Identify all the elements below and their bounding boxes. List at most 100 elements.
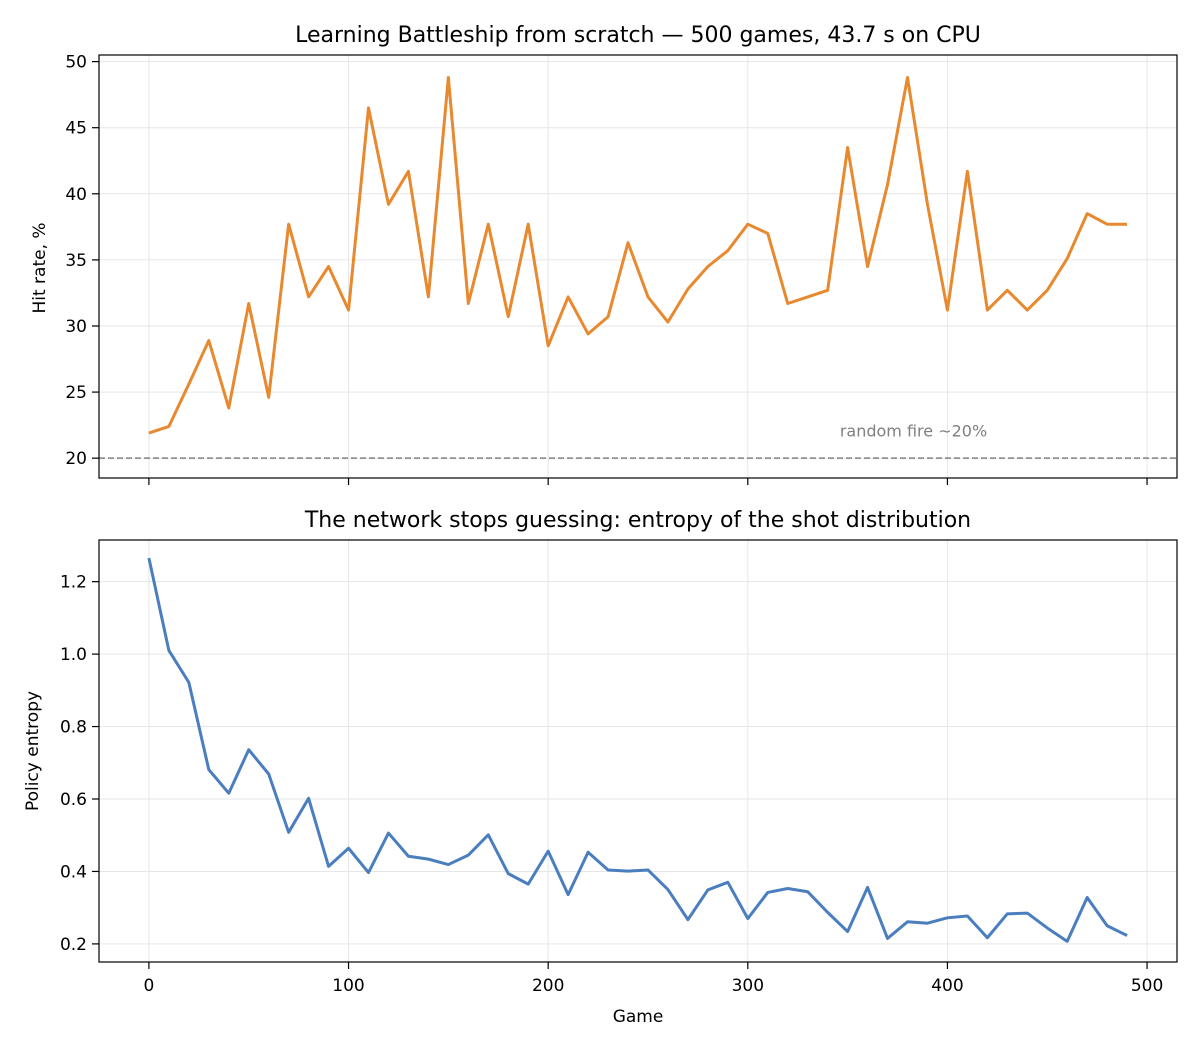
entropy-point	[168, 650, 169, 651]
entropy-point	[647, 869, 648, 870]
entropy-point	[847, 931, 848, 932]
entropy-point	[308, 798, 309, 799]
entropy-x-tick-label: 300	[732, 976, 764, 996]
hit-rate-series	[148, 75, 1128, 435]
hit-rate-point	[727, 250, 728, 251]
hit-rate-point	[328, 266, 329, 267]
entropy-axes-frame	[98, 539, 1178, 963]
hit-rate-point	[448, 77, 449, 78]
hit-rate-point	[548, 345, 549, 346]
entropy-x-tick-label: 100	[332, 976, 364, 996]
entropy-point	[268, 774, 269, 775]
entropy-point	[328, 866, 329, 867]
hit-rate-point	[148, 433, 149, 434]
entropy-point	[548, 851, 549, 852]
entropy-y-tick-label: 1.2	[60, 573, 87, 593]
entropy-point	[1027, 913, 1028, 914]
hit-rate-point	[807, 296, 808, 297]
entropy-point	[188, 682, 189, 683]
hit-rate-point	[228, 407, 229, 408]
hit-rate-point	[707, 266, 708, 267]
hit-rate-point	[787, 303, 788, 304]
entropy-point	[408, 856, 409, 857]
entropy-point	[767, 892, 768, 893]
hit-rate-point	[588, 333, 589, 334]
hit-rate-point	[1127, 224, 1128, 225]
hit-rate-point	[747, 224, 748, 225]
hit-rate-point	[927, 204, 928, 205]
entropy-y-tick-label: 1.0	[60, 645, 87, 665]
hit-rate-point	[1107, 224, 1108, 225]
hit-rate-x-ticks	[148, 478, 1148, 485]
entropy-point	[807, 891, 808, 892]
entropy-x-axis-label: Game	[613, 1007, 664, 1027]
hit-rate-point	[208, 340, 209, 341]
entropy-point	[1047, 927, 1048, 928]
entropy-point	[588, 852, 589, 853]
entropy-series	[147, 557, 1128, 943]
hit-rate-line	[148, 75, 1128, 435]
hit-rate-point	[647, 296, 648, 297]
hit-rate-axes-frame	[98, 54, 1178, 479]
hit-rate-y-tick-label: 30	[65, 317, 87, 337]
entropy-point	[368, 872, 369, 873]
entropy-point	[867, 887, 868, 888]
hit-rate-point	[608, 316, 609, 317]
hit-rate-y-tick-label: 50	[65, 53, 87, 73]
hit-rate-point	[348, 310, 349, 311]
entropy-point	[348, 848, 349, 849]
random-fire-annotation: random fire ~20%	[840, 421, 987, 440]
entropy-y-tick-label: 0.2	[60, 935, 87, 955]
hit-rate-y-ticks: 20 25 30 35 40 45 50	[65, 53, 99, 469]
hit-rate-point	[628, 242, 629, 243]
entropy-point	[608, 869, 609, 870]
hit-rate-point	[488, 224, 489, 225]
hit-rate-point	[667, 322, 668, 323]
entropy-point	[248, 749, 249, 750]
entropy-point	[468, 855, 469, 856]
entropy-point	[887, 938, 888, 939]
entropy-title: The network stops guessing: entropy of t…	[304, 508, 971, 533]
entropy-x-tick-label: 500	[1131, 976, 1163, 996]
hit-rate-point	[1067, 258, 1068, 259]
hit-rate-point	[528, 224, 529, 225]
entropy-point	[568, 894, 569, 895]
hit-rate-point	[568, 296, 569, 297]
hit-rate-point	[827, 290, 828, 291]
hit-rate-title: Learning Battleship from scratch — 500 g…	[295, 23, 981, 48]
hit-rate-point	[987, 310, 988, 311]
hit-rate-point	[308, 296, 309, 297]
hit-rate-point	[867, 266, 868, 267]
hit-rate-y-tick-label: 40	[65, 185, 87, 205]
hit-rate-point	[168, 426, 169, 427]
hit-rate-point	[248, 303, 249, 304]
hit-rate-point	[368, 107, 369, 108]
hit-rate-point	[468, 303, 469, 304]
hit-rate-point	[188, 384, 189, 385]
entropy-y-axis-label: Policy entropy	[23, 691, 43, 811]
entropy-point	[707, 889, 708, 890]
entropy-point	[628, 871, 629, 872]
hit-rate-point	[288, 224, 289, 225]
entropy-point	[1107, 925, 1108, 926]
entropy-point	[1127, 935, 1128, 936]
hit-rate-point	[947, 310, 948, 311]
hit-rate-point	[1087, 213, 1088, 214]
entropy-point	[148, 558, 149, 559]
entropy-x-tick-label: 400	[931, 976, 963, 996]
hit-rate-point	[907, 77, 908, 78]
entropy-y-tick-label: 0.8	[60, 718, 87, 738]
entropy-point	[907, 921, 908, 922]
hit-rate-y-tick-label: 35	[65, 251, 87, 271]
entropy-panel: The network stops guessing: entropy of t…	[23, 508, 1178, 1027]
entropy-point	[687, 919, 688, 920]
hit-rate-point	[1027, 310, 1028, 311]
entropy-point	[428, 859, 429, 860]
entropy-point	[987, 937, 988, 938]
entropy-x-tick-label: 200	[532, 976, 564, 996]
entropy-point	[727, 882, 728, 883]
entropy-point	[288, 832, 289, 833]
entropy-y-ticks: 0.2 0.4 0.6 0.8 1.0 1.2	[60, 573, 99, 955]
